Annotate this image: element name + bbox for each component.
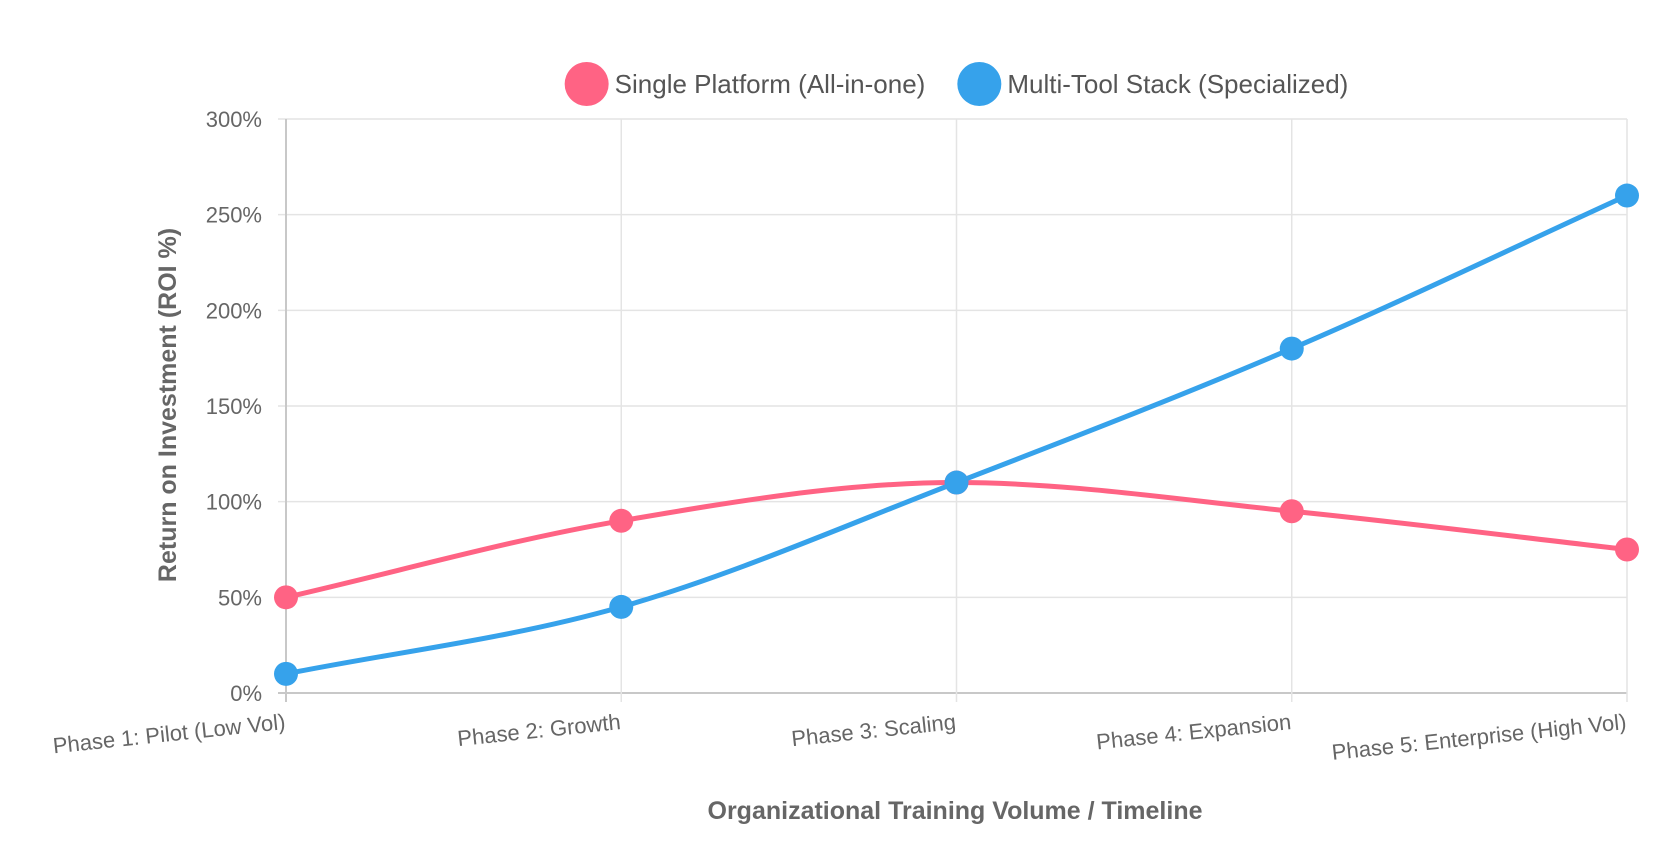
data-point-series-2[interactable] — [1279, 336, 1304, 361]
y-tick-label: 150% — [206, 394, 262, 419]
data-point-series-1[interactable] — [1279, 499, 1304, 524]
data-points — [274, 183, 1639, 686]
x-tick-label: Phase 3: Scaling — [790, 709, 957, 751]
data-point-series-1[interactable] — [1615, 537, 1639, 562]
x-tick-labels: Phase 1: Pilot (Low Vol) Phase 2: Growth P… — [52, 709, 1628, 765]
y-tick-label: 250% — [206, 203, 262, 228]
x-tick-label: Phase 1: Pilot (Low Vol) — [52, 709, 287, 758]
y-tick-label: 200% — [206, 298, 262, 323]
x-axis-title: Organizational Training Volume / Timelin… — [708, 797, 1203, 825]
data-point-series-2[interactable] — [1615, 183, 1639, 208]
x-tick-label: Phase 5: Enterprise (High Vol) — [1331, 709, 1628, 765]
legend-label: Single Platform (All-in-one) — [615, 69, 926, 99]
legend-item-1[interactable]: Single Platform (All-in-one) — [564, 62, 926, 106]
y-tick-label: 50% — [218, 585, 262, 610]
legend-label: Multi-Tool Stack (Specialized) — [1007, 69, 1348, 99]
x-tick-label: Phase 2: Growth — [456, 709, 622, 751]
legend-swatch — [564, 62, 609, 106]
y-axis-title: Return on Investment (ROI %) — [154, 228, 182, 582]
x-tick-label: Phase 4: Expansion — [1095, 709, 1292, 754]
y-tick-label: 100% — [206, 490, 262, 515]
data-point-series-1[interactable] — [274, 585, 298, 610]
legend-item-2[interactable]: Multi-Tool Stack (Specialized) — [957, 62, 1348, 106]
y-tick-labels: 0% 50% 100% 150% 200% 250% 300% — [206, 107, 262, 706]
grid-lines — [278, 118, 1628, 702]
y-tick-label: 300% — [206, 107, 262, 132]
data-point-series-2[interactable] — [274, 661, 298, 686]
data-point-series-1[interactable] — [609, 508, 634, 533]
legend-swatch — [957, 62, 1002, 106]
legend: Single Platform (All-in-one) Multi-Tool S… — [564, 62, 1348, 106]
data-point-series-2[interactable] — [944, 470, 969, 495]
y-tick-label: 0% — [230, 681, 262, 706]
data-point-series-2[interactable] — [609, 594, 634, 619]
